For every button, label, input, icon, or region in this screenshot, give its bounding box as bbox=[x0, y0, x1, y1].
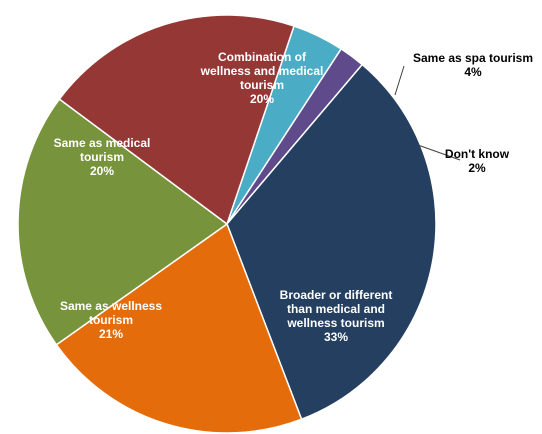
slice-name-label: tourism bbox=[89, 313, 133, 327]
slice-name-label: Don't know bbox=[445, 147, 510, 161]
slice-percent-label: 20% bbox=[90, 164, 114, 178]
slice-name-label: Combination of bbox=[218, 50, 307, 64]
slice-name-label: Same as medical bbox=[54, 136, 151, 150]
leader-line bbox=[394, 65, 405, 96]
leader-line bbox=[417, 144, 461, 161]
slice-name-label: than medical and bbox=[287, 302, 385, 316]
slice-name-label: wellness tourism bbox=[286, 316, 384, 330]
slice-name-label: Same as wellness bbox=[60, 299, 162, 313]
slice-percent-label: 4% bbox=[464, 65, 482, 79]
slice-percent-label: 2% bbox=[468, 161, 486, 175]
pie-slice bbox=[55, 223, 303, 434]
slice-percent-label: 21% bbox=[99, 327, 123, 341]
slice-name-label: tourism bbox=[80, 150, 124, 164]
slice-percent-label: 20% bbox=[250, 92, 274, 106]
slice-percent-label: 33% bbox=[324, 330, 348, 344]
slice-name-label: Same as spa tourism bbox=[413, 51, 533, 65]
leader-lines bbox=[394, 65, 461, 161]
pie-slice bbox=[226, 63, 437, 420]
slice-name-label: wellness and medical bbox=[200, 64, 324, 78]
pie-slice bbox=[58, 14, 295, 225]
slice-name-label: Broader or different bbox=[280, 288, 393, 302]
pie-slice bbox=[17, 98, 228, 346]
pie-slices bbox=[17, 14, 437, 434]
slice-name-label: tourism bbox=[240, 78, 284, 92]
